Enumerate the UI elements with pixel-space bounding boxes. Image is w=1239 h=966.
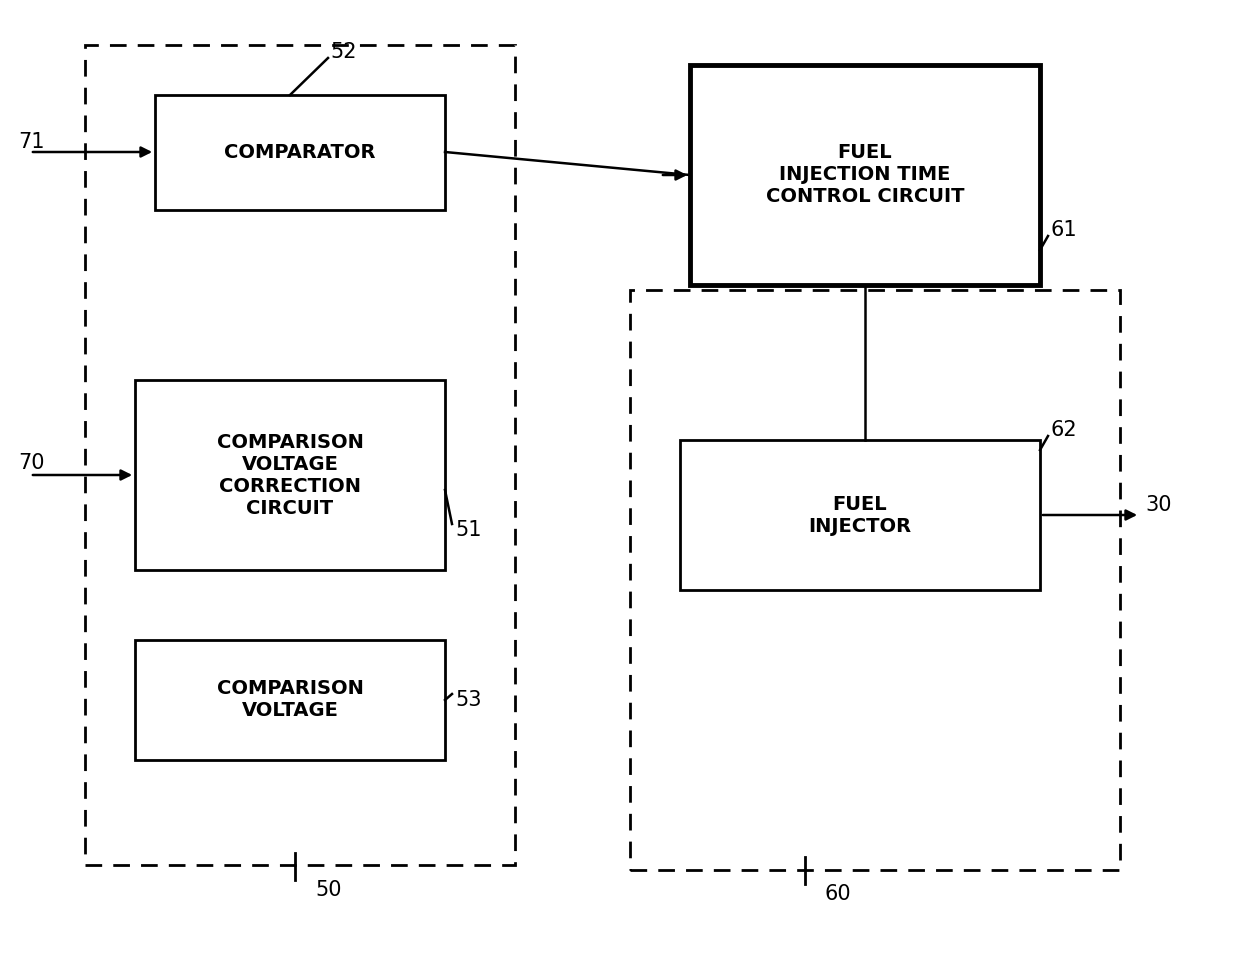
- Text: 53: 53: [455, 690, 482, 710]
- Text: 52: 52: [330, 42, 357, 62]
- Text: 62: 62: [1049, 420, 1077, 440]
- Text: COMPARISON
VOLTAGE
CORRECTION
CIRCUIT: COMPARISON VOLTAGE CORRECTION CIRCUIT: [217, 433, 363, 518]
- Text: 51: 51: [455, 520, 482, 540]
- Text: COMPARATOR: COMPARATOR: [224, 143, 375, 162]
- Bar: [155, 95, 445, 210]
- Bar: [135, 380, 445, 570]
- Text: 60: 60: [825, 884, 851, 904]
- Text: 61: 61: [1049, 220, 1077, 240]
- Bar: [135, 640, 445, 760]
- Bar: [680, 440, 1040, 590]
- Bar: [690, 65, 1040, 285]
- Text: 30: 30: [1145, 495, 1172, 515]
- Text: FUEL
INJECTOR: FUEL INJECTOR: [808, 495, 912, 535]
- Bar: [85, 45, 515, 865]
- Text: 70: 70: [19, 453, 45, 473]
- Text: FUEL
INJECTION TIME
CONTROL CIRCUIT: FUEL INJECTION TIME CONTROL CIRCUIT: [766, 144, 964, 207]
- Text: COMPARISON
VOLTAGE: COMPARISON VOLTAGE: [217, 679, 363, 721]
- Bar: [629, 290, 1120, 870]
- Text: 71: 71: [19, 132, 45, 152]
- Text: 50: 50: [315, 880, 342, 900]
